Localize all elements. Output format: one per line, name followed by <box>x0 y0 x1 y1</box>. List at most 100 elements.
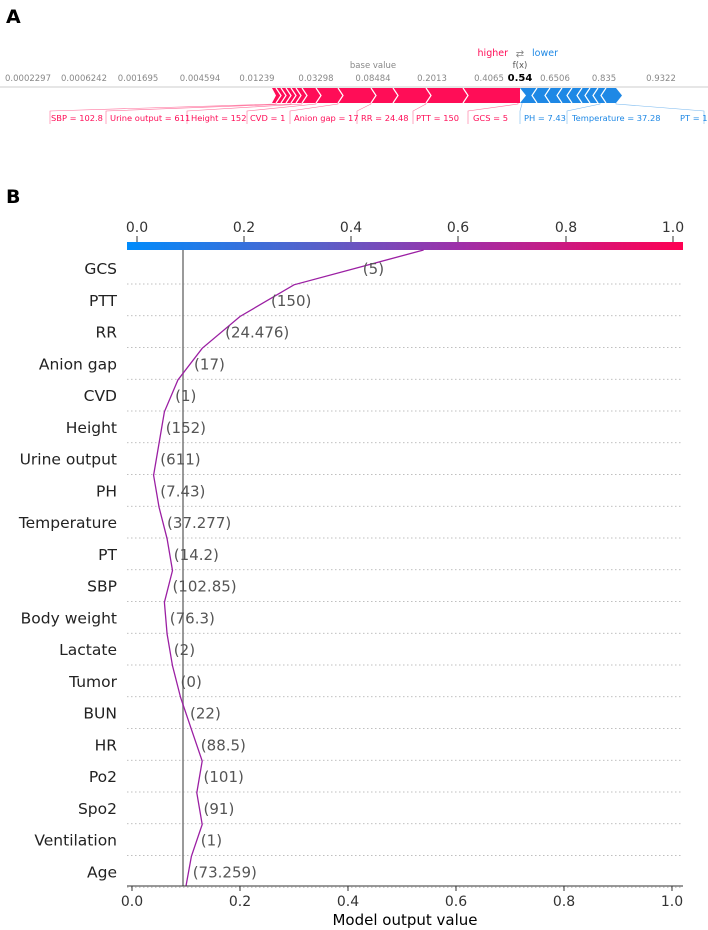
force-feature-label-positive: GCS = 5 <box>473 113 508 123</box>
feature-value: (101) <box>204 768 244 786</box>
force-chevron <box>315 87 322 104</box>
force-chevron <box>531 87 538 104</box>
force-chevron <box>544 87 551 104</box>
x-axis-tick-label: 1.0 <box>661 894 683 910</box>
x-axis-tick-label: 0.2 <box>229 894 251 910</box>
feature-label: PTT <box>89 292 118 310</box>
force-chevron <box>592 87 599 104</box>
feature-value: (24.476) <box>225 324 289 342</box>
force-axis-tick-label: 0.4065 <box>474 74 504 84</box>
feature-label: Ventilation <box>34 832 117 850</box>
feature-value: (91) <box>204 800 235 818</box>
higher-label: higher <box>478 48 509 59</box>
feature-value: (17) <box>194 355 225 373</box>
x-axis-tick-label: 0.8 <box>553 894 575 910</box>
force-chevron <box>425 87 432 104</box>
feature-value: (5) <box>363 260 384 278</box>
feature-label: SBP <box>87 578 117 596</box>
force-feature-label-positive: PTT = 150 <box>416 113 459 123</box>
force-feature-label-positive: Anion gap = 17 <box>294 113 359 123</box>
feature-labels: GCS PTT RR Anion gap CVD Height Urine output PH… <box>18 260 118 881</box>
feature-label: Body weight <box>21 609 117 627</box>
force-chevron <box>275 87 282 104</box>
force-axis-tick-label: 0.9322 <box>646 74 676 84</box>
force-axis-tick-label: 0.004594 <box>180 74 221 84</box>
negative-force-bar <box>520 88 622 103</box>
force-connector <box>105 103 292 124</box>
colorbar-tick-label: 0.4 <box>340 220 362 236</box>
force-axis-ticks: 0.0002297 0.0006242 0.001695 0.004594 0.0123… <box>5 74 676 84</box>
feature-value: (7.43) <box>160 482 205 500</box>
feature-label: CVD <box>84 387 117 405</box>
feature-label: HR <box>95 736 118 754</box>
force-chevron <box>295 87 302 104</box>
fx-value: 0.54 <box>508 73 533 84</box>
feature-value: (73.259) <box>193 863 257 881</box>
x-axis-label: Model output value <box>332 911 477 929</box>
feature-values: (5) (150) (24.476)(17) (1) (152) (611) (7.43) (… <box>160 260 384 881</box>
feature-label: Lactate <box>59 641 117 659</box>
arrows-icon: ⇄ <box>516 49 524 60</box>
colorbar-tick-label: 0.6 <box>447 220 469 236</box>
force-connector <box>289 103 339 124</box>
force-axis-tick-label: 0.2013 <box>417 74 447 84</box>
colorbar-tick-label: 0.8 <box>555 220 577 236</box>
force-feature-label-positive: SBP = 102.8 <box>51 113 103 123</box>
force-chevron <box>584 87 591 104</box>
force-label-connectors <box>49 103 705 124</box>
base-value-label: base value <box>350 61 396 71</box>
force-axis-tick-label: 0.03298 <box>298 74 333 84</box>
feature-value: (1) <box>175 387 196 405</box>
fx-label: f(x) <box>513 61 528 71</box>
force-connector <box>186 103 303 124</box>
force-axis-tick-label: 0.835 <box>592 74 616 84</box>
force-axis-tick-label: 0.0002297 <box>5 74 51 84</box>
feature-label: Age <box>87 863 117 881</box>
colorbar-tick-labels: 0.0 0.2 0.4 0.6 0.8 1.0 <box>126 220 684 242</box>
colorbar-tick-label: 0.0 <box>126 220 148 236</box>
force-chevron <box>370 87 377 104</box>
feature-value: (22) <box>190 705 221 723</box>
force-chevron <box>392 87 399 104</box>
feature-value: (150) <box>271 292 311 310</box>
force-bar-chevrons <box>275 87 607 104</box>
feature-label: Po2 <box>89 768 117 786</box>
panel-b-letter: B <box>6 186 20 208</box>
row-gridlines <box>127 283 683 888</box>
force-feature-label-negative: Temperature = 37.28 <box>571 113 661 123</box>
feature-label: RR <box>95 324 117 342</box>
decision-path <box>152 249 424 887</box>
feature-value: (2) <box>174 641 195 659</box>
force-feature-label-positive: Urine output = 611 <box>110 113 190 123</box>
lower-label: lower <box>532 48 558 59</box>
force-axis-tick-label: 0.001695 <box>118 74 159 84</box>
x-axis-tick-label: 0.4 <box>337 894 359 910</box>
feature-value: (102.85) <box>172 578 236 596</box>
force-chevron <box>285 87 292 104</box>
feature-label: Urine output <box>20 451 117 469</box>
force-connector <box>615 103 705 124</box>
force-connector <box>49 103 277 124</box>
force-axis-tick-label: 0.01239 <box>239 74 274 84</box>
feature-label: Tumor <box>68 673 118 691</box>
force-feature-label-negative: PT = 14.2 <box>680 113 708 123</box>
force-chevron <box>280 87 287 104</box>
feature-label: BUN <box>83 705 117 723</box>
feature-label: GCS <box>84 260 117 278</box>
feature-value: (88.5) <box>201 736 246 754</box>
force-feature-label-negative: PH = 7.43 <box>524 113 566 123</box>
feature-value: (611) <box>160 451 200 469</box>
force-connector <box>356 103 372 124</box>
colorbar-tick-label: 0.2 <box>233 220 255 236</box>
force-connector <box>519 103 523 124</box>
x-axis-tick-label: 0.0 <box>121 894 143 910</box>
force-chevron <box>556 87 563 104</box>
feature-label: Temperature <box>18 514 117 532</box>
force-feature-labels: SBP = 102.8 Urine output = 611 Height = 15… <box>51 113 708 123</box>
force-connector <box>566 103 601 124</box>
feature-value: (76.3) <box>170 609 215 627</box>
force-connector <box>467 103 519 124</box>
feature-value: (37.277) <box>167 514 231 532</box>
force-chevron <box>290 87 297 104</box>
positive-force-bar <box>272 88 520 103</box>
